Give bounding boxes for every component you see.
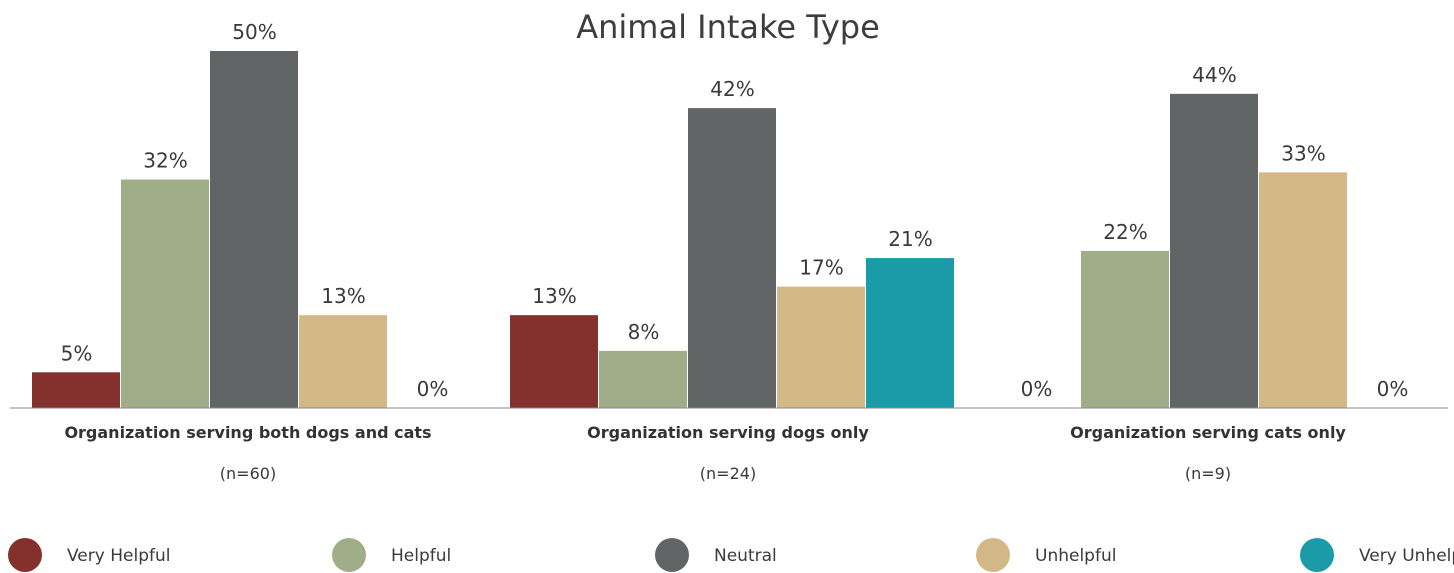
data-label: 17% (799, 256, 843, 280)
labels-layer: 5% 32% 50% 13% 0% Organization serving both d… (61, 20, 1409, 483)
data-label: 0% (1377, 377, 1409, 401)
data-label: 50% (232, 20, 276, 44)
legend-label: Very Unhelpful (1359, 546, 1454, 566)
bar (210, 51, 298, 408)
legend-item: Neutral (655, 538, 777, 572)
legend-item: Helpful (332, 538, 451, 572)
data-label: 21% (888, 227, 932, 251)
legend-label: Helpful (391, 546, 451, 566)
legend-swatch (976, 538, 1010, 572)
data-label: 13% (321, 284, 365, 308)
bar (32, 372, 120, 408)
data-label: 0% (417, 377, 449, 401)
bars-layer (32, 51, 1347, 409)
legend-item: Unhelpful (976, 538, 1116, 572)
data-label: 44% (1192, 63, 1236, 87)
bar (866, 258, 954, 408)
chart-title: Animal Intake Type (576, 8, 880, 46)
legend-label: Unhelpful (1035, 546, 1116, 566)
bar (510, 315, 598, 408)
data-label: 22% (1103, 220, 1147, 244)
data-label: 0% (1021, 377, 1053, 401)
legend-label: Very Helpful (67, 546, 170, 566)
category-label: Organization serving cats only (1070, 423, 1346, 442)
category-sample-size: (n=60) (220, 464, 276, 483)
bar (777, 286, 865, 408)
data-label: 42% (710, 77, 754, 101)
bar (1170, 93, 1258, 408)
bar (1259, 172, 1347, 408)
bar (599, 350, 687, 408)
legend-swatch (8, 538, 42, 572)
bar (688, 108, 776, 409)
category-sample-size: (n=9) (1185, 464, 1231, 483)
data-label: 8% (628, 320, 660, 344)
bar (121, 179, 209, 408)
category-sample-size: (n=24) (700, 464, 756, 483)
data-label: 33% (1281, 141, 1325, 165)
bar (1081, 250, 1169, 408)
legend-item: Very Unhelpful (1300, 538, 1454, 572)
category-label: Organization serving dogs only (587, 423, 869, 442)
legend-swatch (332, 538, 366, 572)
bar (299, 315, 387, 408)
legend-item: Very Helpful (8, 538, 170, 572)
data-label: 5% (61, 341, 93, 365)
data-label: 32% (143, 149, 187, 173)
data-label: 13% (532, 284, 576, 308)
legend-swatch (1300, 538, 1334, 572)
legend-label: Neutral (714, 546, 777, 566)
category-label: Organization serving both dogs and cats (64, 423, 431, 442)
legend: Very Helpful Helpful Neutral Unhelpful Very … (8, 538, 1454, 572)
legend-swatch (655, 538, 689, 572)
